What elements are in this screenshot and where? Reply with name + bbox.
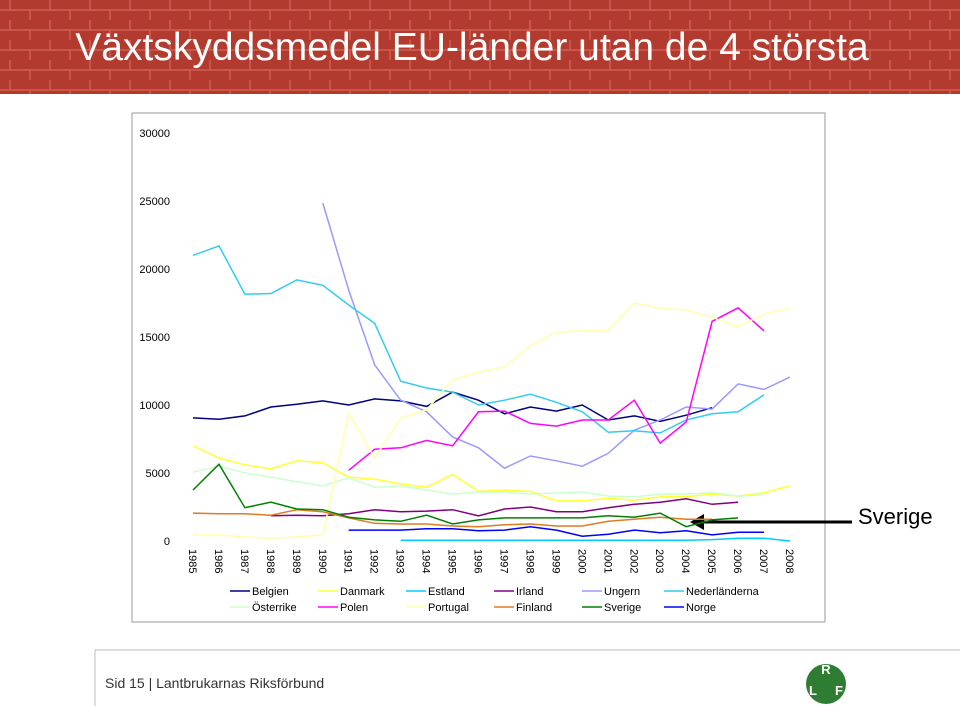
legend-label: Nederländerna: [686, 586, 760, 598]
y-tick-label: 5000: [146, 468, 170, 480]
x-tick-label: 1986: [212, 549, 224, 573]
series-line: [192, 508, 713, 528]
legend-label: Norge: [686, 602, 716, 614]
legend-label: Portugal: [428, 602, 469, 614]
x-tick-label: 1992: [368, 549, 380, 573]
annotation: Sverige: [858, 504, 933, 529]
legend-label: Finland: [516, 602, 552, 614]
x-tick-label: 1998: [523, 549, 535, 573]
series-line: [322, 202, 791, 470]
series-line: [192, 445, 791, 502]
x-tick-label: 1996: [472, 549, 484, 573]
x-tick-label: 1997: [497, 549, 509, 573]
x-tick-label: 2004: [679, 549, 691, 573]
series-line: [400, 537, 791, 542]
x-tick-label: 2001: [601, 549, 613, 573]
series-line: [193, 302, 791, 540]
legend-label: Österrike: [252, 602, 297, 614]
series-line: [192, 462, 739, 528]
x-tick-label: 1999: [549, 549, 561, 573]
logo: R L F: [806, 662, 846, 704]
x-tick-label: 2003: [653, 549, 665, 573]
x-tick-label: 2008: [783, 549, 795, 573]
chart-frame: [131, 112, 826, 623]
x-tick-label: 1993: [394, 549, 406, 573]
x-tick-label: 1990: [316, 549, 328, 573]
legend-label: Irland: [516, 586, 544, 598]
footer-text: Sid 15 | Lantbrukarnas Riksförbund: [105, 675, 324, 691]
x-tick-label: 2005: [705, 549, 717, 573]
title-banner: [0, 0, 960, 94]
y-tick-label: 15000: [139, 332, 170, 344]
x-tick-label: 2006: [731, 549, 743, 573]
series-line: [270, 498, 739, 517]
x-tick-label: 2002: [627, 549, 639, 573]
x-tick-label: 1991: [342, 549, 354, 573]
y-tick-label: 20000: [139, 264, 170, 276]
y-tick-label: 0: [164, 536, 170, 548]
logo-letter: R: [821, 662, 831, 677]
slide-title: Växtskyddsmedel EU-länder utan de 4 stör…: [75, 26, 869, 69]
legend-label: Ungern: [604, 586, 640, 598]
y-tick-label: 25000: [139, 196, 170, 208]
x-tick-label: 2007: [757, 549, 769, 573]
x-tick-label: 1994: [420, 549, 432, 573]
series-line: [348, 306, 765, 471]
legend-label: Polen: [340, 602, 368, 614]
logo-circle: [806, 664, 846, 704]
legend-label: Estland: [428, 586, 465, 598]
x-tick-label: 1989: [290, 549, 302, 573]
x-tick-label: 1995: [446, 549, 458, 573]
x-tick-label: 1988: [264, 549, 276, 573]
series-line: [348, 525, 764, 537]
logo-letter: L: [809, 683, 817, 698]
series-line: [192, 244, 765, 434]
legend-label: Danmark: [340, 586, 385, 598]
logo-letter: F: [835, 683, 843, 698]
series-line: [192, 465, 765, 498]
y-tick-label: 30000: [139, 128, 170, 140]
annotation-arrowhead: [690, 514, 704, 530]
x-tick-label: 2000: [575, 549, 587, 573]
legend-label: Sverige: [604, 602, 641, 614]
x-tick-label: 1985: [186, 549, 198, 573]
x-tick-label: 1987: [238, 549, 250, 573]
y-tick-label: 10000: [139, 400, 170, 412]
legend-label: Belgien: [252, 586, 289, 598]
